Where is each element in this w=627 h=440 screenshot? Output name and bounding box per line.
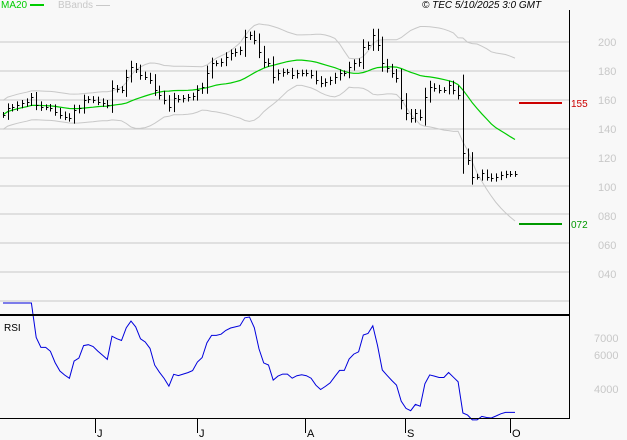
copyright: © TEC 5/10/2025 3:0 GMT [422,0,542,11]
x-tick-label: O [512,428,521,440]
y-tick-label: 140 [598,124,616,136]
bollinger-bands [2,23,516,222]
ma20-line [2,59,516,141]
rsi-line [3,302,515,421]
rsi-tick-label: 4000 [594,384,618,396]
price-bars [3,28,518,185]
ma20-line [2,59,516,141]
y-tick-label: 060 [598,240,616,252]
bb-upper-line [2,23,516,101]
price-grid [0,41,569,302]
resistance-label: 155 [571,99,588,110]
legend-ma20-swatch [29,4,44,7]
legend-bbands-swatch [95,4,110,6]
x-tick-label: J [97,428,103,440]
y-tick-label: 080 [598,211,616,223]
price-levels: 155 072 [519,99,588,231]
legend-ma20-label: MA20 [1,0,28,11]
x-tick-label: J [199,428,205,440]
rsi-title: RSI [4,323,21,334]
bb-lower-line [2,84,516,222]
legend-bbands-label: BBands [58,0,94,11]
legend-ma20: MA20 [1,0,44,11]
support-label: 072 [571,220,588,231]
y-tick-label: 180 [598,66,616,78]
x-tick-label: A [307,428,315,440]
y-tick-label: 040 [598,269,616,281]
y-tick-label: 200 [598,37,616,49]
y-tick-label: 120 [598,153,616,165]
y-tick-label: 160 [598,95,616,107]
rsi-panel: RSI [3,302,515,421]
x-tick-label: S [407,428,414,440]
rsi-tick-label: 7000 [594,333,618,345]
y-tick-label: 100 [598,182,616,194]
rsi-tick-label: 6000 [594,350,618,362]
axes: 200 180 160 140 120 100 080 060 040 7000 6000 4000 J… [0,10,618,440]
legend-bbands: BBands [58,0,110,11]
